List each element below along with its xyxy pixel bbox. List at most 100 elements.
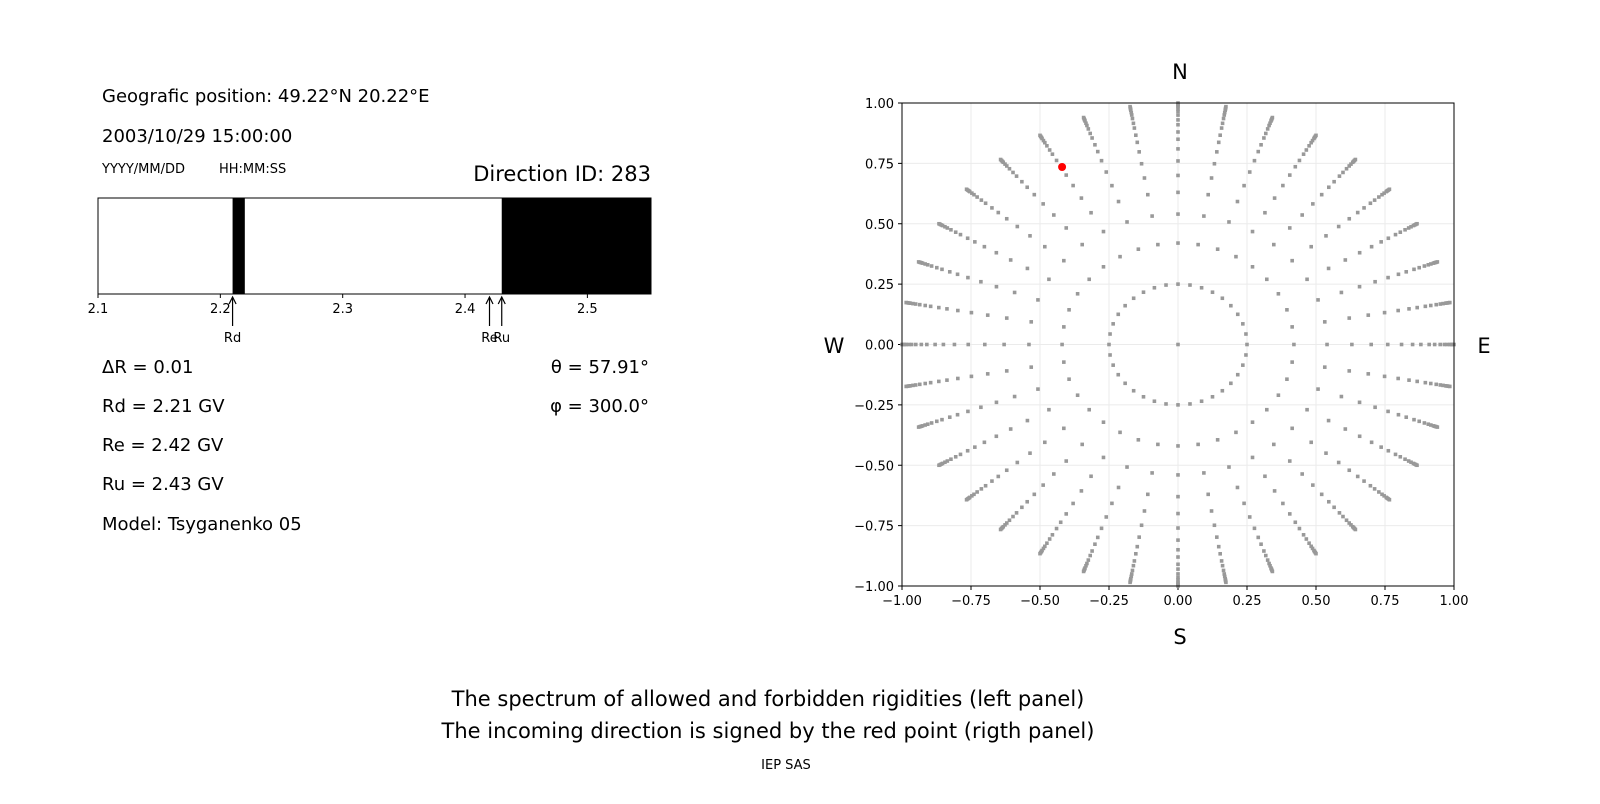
grid-point	[1319, 492, 1324, 497]
grid-point	[925, 262, 930, 267]
grid-point	[1300, 213, 1304, 217]
grid-point	[937, 463, 941, 468]
grid-point	[1086, 127, 1091, 131]
grid-point	[1004, 316, 1009, 320]
grid-point	[1111, 322, 1115, 326]
grid-point	[965, 236, 970, 241]
x-tick-label: −1.00	[882, 594, 922, 609]
grid-point	[1176, 147, 1180, 151]
grid-point	[1415, 221, 1419, 226]
grid-point	[1107, 342, 1111, 347]
grid-point	[1379, 445, 1383, 449]
y-tick-label: 0.75	[865, 157, 894, 172]
grid-point	[1386, 236, 1391, 241]
grid-point	[1110, 183, 1114, 188]
grid-point	[1419, 342, 1423, 347]
grid-point	[975, 195, 979, 199]
grid-point	[1412, 417, 1416, 422]
grid-point	[1141, 290, 1146, 295]
grid-point	[1004, 164, 1009, 168]
grid-point	[983, 483, 988, 488]
grid-point	[1387, 497, 1392, 502]
grid-point	[1428, 381, 1433, 386]
grid-point	[1110, 501, 1114, 506]
grid-point	[1135, 544, 1140, 549]
grid-point	[1366, 372, 1371, 376]
grid-point	[1130, 116, 1135, 121]
grid-point	[970, 494, 974, 498]
grid-point	[1373, 279, 1377, 284]
grid-point	[1043, 544, 1047, 549]
caption-line-2: The incoming direction is signed by the …	[441, 719, 1095, 743]
x-tick-label: −0.50	[1020, 594, 1060, 609]
grid-point	[1336, 224, 1341, 229]
grid-point	[1347, 316, 1352, 320]
grid-point	[1267, 123, 1271, 128]
grid-point	[1272, 196, 1277, 200]
grid-point	[1164, 402, 1168, 406]
grid-point	[1129, 110, 1134, 115]
grid-point	[1128, 104, 1132, 109]
grid-point	[1287, 226, 1292, 230]
grid-point	[1003, 523, 1007, 527]
grid-point	[1116, 372, 1121, 377]
grid-point	[1219, 559, 1224, 563]
grid-point	[1311, 483, 1315, 487]
grid-point	[1050, 152, 1055, 156]
grid-point	[1071, 183, 1075, 188]
grid-point	[1176, 159, 1180, 163]
grid-point	[979, 405, 983, 410]
grid-point	[1290, 426, 1294, 431]
grid-point	[1349, 523, 1353, 527]
grid-point	[1407, 307, 1411, 311]
grid-point	[1426, 422, 1431, 427]
grid-point	[1311, 202, 1315, 206]
arrow-head-icon	[228, 295, 237, 305]
grid-point	[1267, 561, 1271, 566]
grid-point	[1234, 254, 1238, 259]
grid-point	[1081, 115, 1086, 120]
grid-point	[1438, 383, 1443, 387]
x-tick-label: 1.00	[1440, 594, 1469, 609]
delta-r: ΔR = 0.01	[102, 357, 193, 378]
grid-point	[1125, 220, 1129, 224]
grid-point	[1128, 580, 1132, 585]
grid-point	[1004, 521, 1009, 525]
grid-point	[1309, 244, 1313, 249]
grid-point	[916, 425, 921, 429]
grid-point	[1272, 489, 1277, 493]
grid-point	[996, 210, 1001, 215]
incoming-direction-point	[1058, 162, 1067, 171]
grid-point	[1089, 210, 1093, 215]
grid-point	[1052, 472, 1056, 476]
credit: IEP SAS	[761, 758, 811, 773]
grid-point	[937, 379, 941, 384]
grid-point	[1344, 166, 1349, 171]
grid-point	[1206, 192, 1210, 197]
grid-point	[1215, 150, 1219, 154]
grid-point	[1209, 509, 1214, 513]
grid-point	[1409, 224, 1413, 229]
x-tick-label: 0.75	[1371, 594, 1400, 609]
grid-point	[1176, 282, 1180, 286]
grid-point	[1265, 127, 1270, 131]
grid-point	[1434, 382, 1439, 387]
grid-point	[1326, 266, 1331, 271]
grid-point	[1088, 131, 1093, 136]
grid-point	[916, 260, 921, 264]
grid-point	[1060, 342, 1064, 347]
x-tick-label: 2.4	[455, 302, 476, 317]
geographic-position: Geografic position: 49.22°N 20.22°E	[102, 86, 430, 107]
grid-point	[1409, 460, 1413, 465]
grid-point	[1176, 511, 1180, 516]
grid-point	[1015, 224, 1020, 229]
grid-point	[1396, 272, 1401, 277]
grid-point	[911, 383, 915, 388]
grid-point	[937, 305, 941, 310]
phi-value: φ = 300.0°	[550, 396, 649, 417]
grid-point	[1038, 551, 1042, 556]
grid-point	[1002, 342, 1006, 347]
grid-point	[913, 302, 918, 306]
grid-point	[1176, 241, 1180, 245]
x-tick-label: 0.00	[1164, 594, 1193, 609]
